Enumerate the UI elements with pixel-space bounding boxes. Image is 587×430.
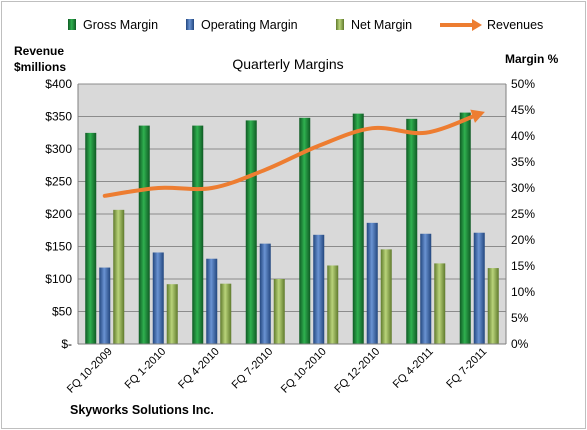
chart-title: Quarterly Margins bbox=[232, 56, 343, 72]
right-axis-tick-label: 25% bbox=[511, 207, 535, 221]
right-axis-label: Margin % bbox=[505, 52, 559, 66]
bar-net-margin bbox=[327, 265, 339, 344]
legend-arrow-revenues bbox=[472, 19, 482, 31]
left-axis-tick-label: $300 bbox=[45, 142, 72, 156]
bar-net-margin bbox=[487, 268, 499, 344]
left-axis-tick-label: $50 bbox=[52, 305, 72, 319]
footer-company-name: Skyworks Solutions Inc. bbox=[70, 403, 214, 417]
left-axis-tick-label: $- bbox=[61, 337, 72, 351]
left-axis-tick-label: $400 bbox=[45, 77, 72, 91]
right-axis-tick-label: 20% bbox=[511, 233, 535, 247]
legend-label-net-margin: Net Margin bbox=[351, 18, 412, 32]
x-axis-category-label: FQ 12-2010 bbox=[332, 346, 382, 396]
bar-gross-margin bbox=[192, 125, 204, 344]
x-axis-category-label: FQ 1-2010 bbox=[123, 346, 169, 392]
bar-operating-margin bbox=[420, 233, 432, 344]
right-axis-tick-label: 50% bbox=[511, 77, 535, 91]
legend-swatch-net-margin bbox=[336, 19, 344, 30]
bar-net-margin bbox=[220, 283, 232, 344]
bar-gross-margin bbox=[245, 120, 257, 345]
x-axis-category-label: FQ 7-2011 bbox=[444, 346, 489, 391]
right-axis-tick-label: 30% bbox=[511, 181, 535, 195]
bar-gross-margin bbox=[459, 112, 471, 344]
bar-gross-margin bbox=[406, 118, 418, 344]
bar-net-margin bbox=[113, 209, 125, 344]
bar-operating-margin bbox=[259, 243, 271, 344]
left-axis-tick-label: $150 bbox=[45, 240, 72, 254]
bar-operating-margin bbox=[152, 252, 164, 344]
legend-item-gross-margin: Gross Margin bbox=[68, 18, 158, 32]
right-axis-tick-label: 0% bbox=[511, 337, 529, 351]
legend-label-operating-margin: Operating Margin bbox=[201, 18, 298, 32]
bar-gross-margin bbox=[352, 113, 364, 344]
bar-operating-margin bbox=[366, 222, 378, 344]
left-axis-tick-label: $100 bbox=[45, 272, 72, 286]
right-axis-tick-label: 35% bbox=[511, 155, 535, 169]
x-axis-category-label: FQ 10-2009 bbox=[65, 346, 115, 396]
legend-label-gross-margin: Gross Margin bbox=[83, 18, 158, 32]
bar-gross-margin bbox=[138, 125, 150, 344]
bar-operating-margin bbox=[99, 267, 111, 344]
bar-net-margin bbox=[166, 284, 178, 344]
left-axis-tick-label: $250 bbox=[45, 175, 72, 189]
revenue-line-arrowhead bbox=[470, 109, 485, 123]
bar-gross-margin bbox=[299, 117, 311, 344]
bar-net-margin bbox=[273, 279, 285, 344]
x-axis-category-label: FQ 4-2010 bbox=[176, 346, 222, 392]
bar-operating-margin bbox=[473, 232, 485, 344]
x-axis-category-label: FQ 7-2010 bbox=[230, 346, 276, 392]
bar-net-margin bbox=[380, 249, 392, 344]
right-axis-tick-label: 10% bbox=[511, 285, 535, 299]
right-axis-tick-label: 5% bbox=[511, 311, 529, 325]
legend-item-operating-margin: Operating Margin bbox=[186, 18, 298, 32]
legend-swatch-gross-margin bbox=[68, 19, 76, 30]
legend-label-revenues: Revenues bbox=[487, 18, 543, 32]
legend-swatch-operating-margin bbox=[186, 19, 194, 30]
bar-operating-margin bbox=[206, 258, 218, 344]
x-axis-category-label: FQ 10-2010 bbox=[279, 346, 329, 396]
left-axis-label-line1: Revenue bbox=[14, 44, 64, 58]
x-axis-category-label: FQ 4-2011 bbox=[391, 346, 436, 391]
bar-operating-margin bbox=[313, 234, 325, 344]
bar-net-margin bbox=[434, 263, 446, 344]
left-axis-tick-label: $350 bbox=[45, 110, 72, 124]
right-axis-tick-label: 15% bbox=[511, 259, 535, 273]
legend: Gross Margin Operating Margin Net Margin… bbox=[68, 18, 543, 32]
right-axis-tick-label: 45% bbox=[511, 103, 535, 117]
legend-item-net-margin: Net Margin bbox=[336, 18, 412, 32]
bar-gross-margin bbox=[85, 132, 97, 344]
legend-item-revenues: Revenues bbox=[440, 18, 543, 32]
right-axis-tick-label: 40% bbox=[511, 129, 535, 143]
revenue-line-path bbox=[102, 111, 482, 198]
left-axis-tick-label: $200 bbox=[45, 207, 72, 221]
left-axis-label-line2: $millions bbox=[14, 60, 66, 74]
